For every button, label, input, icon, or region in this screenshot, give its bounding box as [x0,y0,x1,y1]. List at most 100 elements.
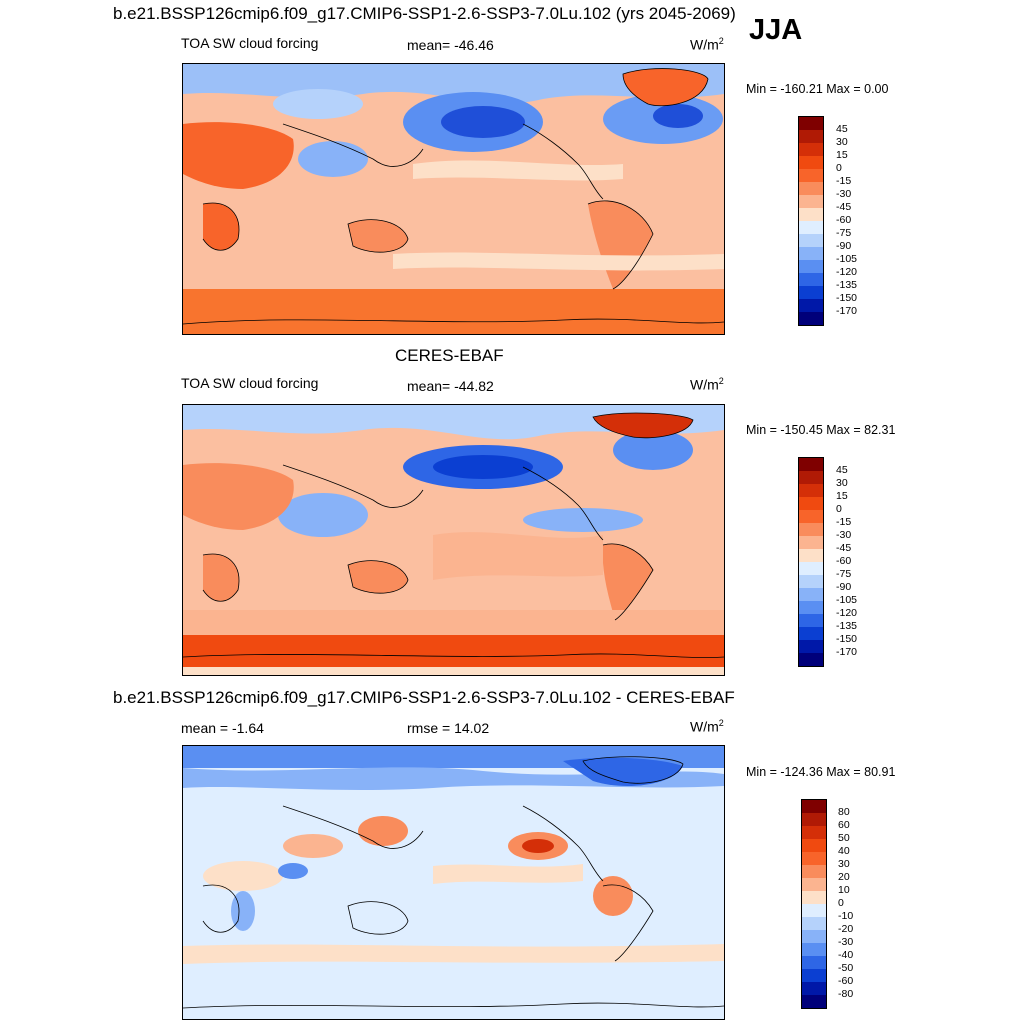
panel2-title: CERES-EBAF [395,346,504,365]
colorbar-label: 15 [836,149,848,161]
colorbar-swatch [799,312,823,325]
colorbar-label: 45 [836,464,848,476]
colorbar-swatch [799,614,823,627]
colorbar-label: 10 [838,884,850,896]
colorbar-label: 30 [836,477,848,489]
colorbar-label: -20 [838,923,854,935]
colorbar-label: -75 [836,227,852,239]
colorbar-label: 30 [836,136,848,148]
colorbar-swatch [799,286,823,299]
colorbar-label: -105 [836,253,858,265]
colorbar-swatch [799,562,823,575]
colorbar-label: -150 [836,292,858,304]
colorbar-swatch [799,130,823,143]
panel1-variable-label: TOA SW cloud forcing [181,35,319,51]
colorbar-swatch [802,969,826,982]
colorbar-swatch [802,982,826,995]
colorbar-label: -90 [836,240,852,252]
colorbar-swatch [799,627,823,640]
colorbar-swatch [799,471,823,484]
colorbar-label: -60 [836,214,852,226]
colorbar-swatch [799,299,823,312]
colorbar-label: -40 [838,949,854,961]
colorbar-swatch [799,260,823,273]
colorbar-swatch [802,956,826,969]
colorbar-swatch [799,601,823,614]
colorbar-label: -15 [836,516,852,528]
colorbar-label: 20 [838,871,850,883]
colorbar-swatch [799,208,823,221]
colorbar-label: 30 [838,858,850,870]
colorbar-label: -30 [836,529,852,541]
panel1-map [182,63,725,335]
panel3-units: W/m2 [690,718,724,735]
colorbar-swatch [802,878,826,891]
panel1-units: W/m2 [690,36,724,53]
colorbar-label: -170 [836,646,858,658]
panel1-colorbar [798,116,824,326]
colorbar-swatch [799,497,823,510]
panel2-units: W/m2 [690,376,724,393]
colorbar-label: -60 [836,555,852,567]
colorbar-swatch [799,182,823,195]
colorbar-label: 40 [838,845,850,857]
colorbar-swatch [799,273,823,286]
colorbar-label: 80 [838,806,850,818]
colorbar-label: -105 [836,594,858,606]
colorbar-label: -30 [836,188,852,200]
colorbar-swatch [802,839,826,852]
colorbar-label: -60 [838,975,854,987]
colorbar-label: 60 [838,819,850,831]
colorbar-swatch [799,484,823,497]
colorbar-swatch [799,221,823,234]
colorbar-swatch [802,800,826,813]
panel1-mean-label: mean= -46.46 [407,37,494,53]
colorbar-swatch [799,117,823,130]
colorbar-label: -135 [836,620,858,632]
colorbar-label: -30 [838,936,854,948]
colorbar-label: -45 [836,542,852,554]
colorbar-swatch [802,930,826,943]
colorbar-label: -120 [836,266,858,278]
colorbar-label: 0 [836,162,842,174]
colorbar-label: 15 [836,490,848,502]
colorbar-label: -45 [836,201,852,213]
colorbar-swatch [799,156,823,169]
colorbar-swatch [799,523,823,536]
colorbar-swatch [799,458,823,471]
panel2-mean-label: mean= -44.82 [407,378,494,394]
colorbar-swatch [799,536,823,549]
colorbar-swatch [802,904,826,917]
panel1-title: b.e21.BSSP126cmip6.f09_g17.CMIP6-SSP1-2.… [113,4,736,23]
panel3-minmax: Min = -124.36 Max = 80.91 [746,765,896,779]
colorbar-swatch [802,943,826,956]
colorbar-swatch [799,575,823,588]
colorbar-label: 50 [838,832,850,844]
colorbar-label: -75 [836,568,852,580]
season-label: JJA [749,14,803,46]
colorbar-swatch [802,813,826,826]
colorbar-swatch [799,588,823,601]
colorbar-swatch [799,247,823,260]
colorbar-swatch [802,852,826,865]
colorbar-swatch [802,826,826,839]
colorbar-swatch [799,653,823,666]
colorbar-swatch [799,143,823,156]
colorbar-swatch [799,195,823,208]
colorbar-label: 0 [836,503,842,515]
colorbar-swatch [802,865,826,878]
colorbar-label: -120 [836,607,858,619]
colorbar-label: -50 [838,962,854,974]
colorbar-swatch [799,640,823,653]
panel3-map [182,745,725,1020]
colorbar-label: -150 [836,633,858,645]
colorbar-label: 45 [836,123,848,135]
panel1-minmax: Min = -160.21 Max = 0.00 [746,82,889,96]
colorbar-swatch [802,917,826,930]
colorbar-swatch [799,169,823,182]
panel3-colorbar [801,799,827,1009]
colorbar-swatch [802,891,826,904]
colorbar-swatch [802,995,826,1008]
colorbar-swatch [799,549,823,562]
colorbar-label: -170 [836,305,858,317]
